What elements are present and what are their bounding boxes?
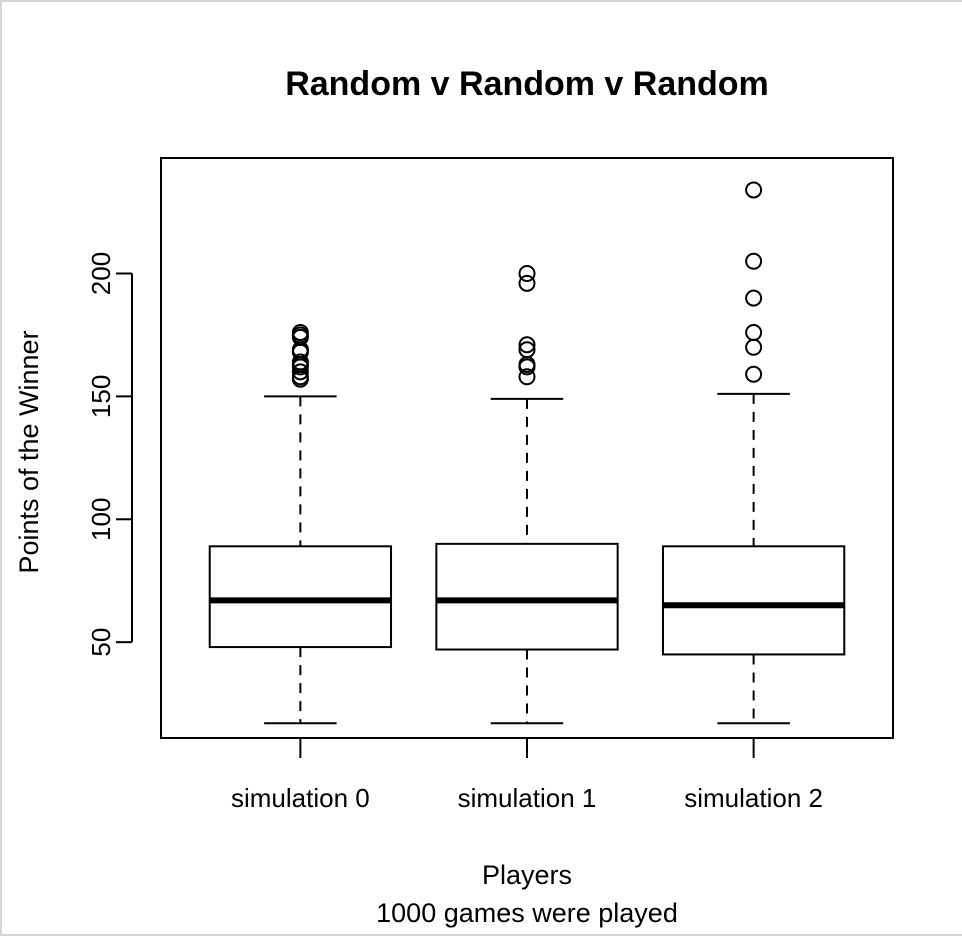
outlier-point: [745, 252, 763, 270]
iqr-box: [661, 545, 846, 656]
outlier-point: [291, 353, 309, 371]
box-2: [661, 181, 846, 725]
iqr-box: [435, 542, 619, 651]
y-tick-label: 100: [86, 498, 116, 541]
outlier-point: [518, 336, 536, 354]
y-tick-label: 150: [86, 375, 116, 418]
boxes-layer: [208, 181, 846, 725]
x-tick-label: simulation 2: [684, 783, 823, 813]
y-axis-label: Points of the Winner: [14, 330, 44, 573]
x-tick-label: simulation 0: [231, 783, 370, 813]
chart-title: Random v Random v Random: [285, 65, 769, 103]
box-0: [208, 323, 393, 725]
chart-subtitle: 1000 games were played: [376, 898, 678, 928]
outlier-point: [745, 365, 763, 383]
x-axis-label: Players: [482, 860, 572, 890]
outlier-point: [518, 368, 536, 386]
outlier-point: [291, 363, 309, 381]
box-1: [435, 265, 619, 725]
x-axis-ticks: simulation 0 simulation 1 simulation 2: [231, 738, 823, 813]
outlier-point: [745, 181, 763, 199]
iqr-box: [208, 545, 393, 649]
outlier-point: [745, 323, 763, 341]
outlier-point: [291, 323, 309, 341]
outlier-point: [518, 274, 536, 292]
outlier-point: [518, 265, 536, 283]
outlier-point: [518, 341, 536, 359]
outlier-point: [745, 338, 763, 356]
y-tick-label: 50: [86, 628, 116, 657]
x-tick-label: simulation 1: [458, 783, 597, 813]
outlier-point: [745, 289, 763, 307]
y-axis-ticks: 50 100 150 200: [86, 252, 132, 657]
y-tick-label: 200: [86, 252, 116, 295]
